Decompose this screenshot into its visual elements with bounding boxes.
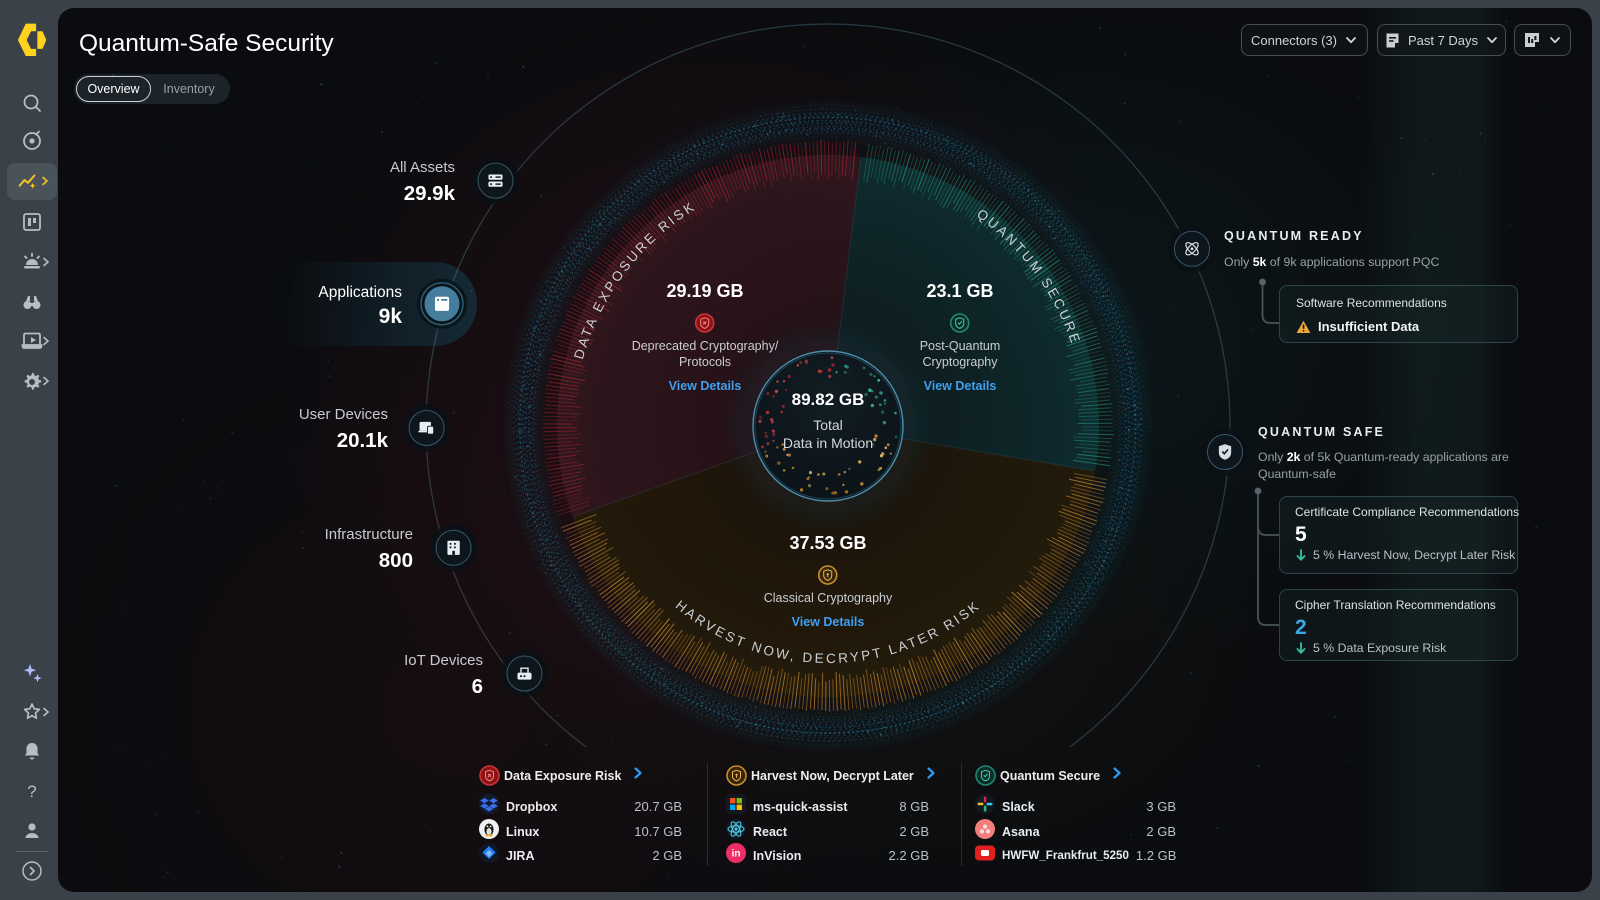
svg-text:?: ?: [27, 782, 36, 801]
svg-text:in: in: [732, 849, 741, 860]
